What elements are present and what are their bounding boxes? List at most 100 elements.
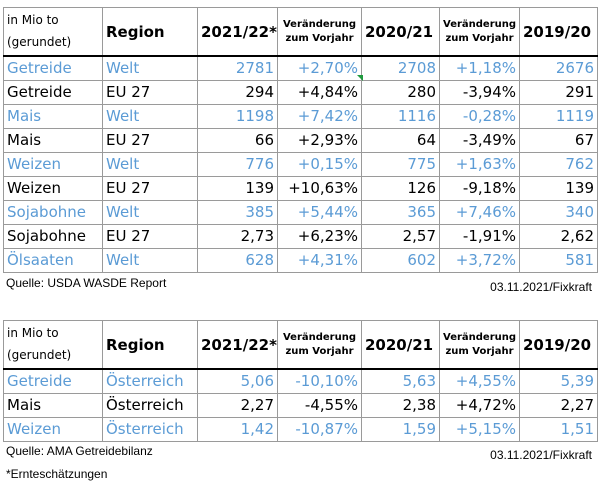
value-2021-22-cell: 1198 [197,104,278,129]
value-2020-21-cell: 365 [361,200,440,225]
value-2019-20-cell: 2676 [519,55,598,81]
crop-cell: Mais [3,104,103,129]
value-2019-20-cell: 67 [519,128,598,153]
value-2020-21-cell: 2708 [361,55,440,81]
value-2021-22-cell: 776 [197,152,278,177]
region-header: Region [102,320,198,370]
value-2019-20-cell: 581 [519,248,598,273]
value-2020-21-cell: 2,38 [361,393,440,418]
change-header-2: Veränderung zum Vorjahr [439,7,520,57]
crop-cell: Ölsaaten [3,248,103,273]
production-table-austria: in Mio to (gerundet) Region 2021/22* Verä… [3,320,598,442]
value-2020-21-cell: 1116 [361,104,440,129]
footnote-harvest-estimate: *Ernteschätzungen [6,467,108,481]
value-2020-21-cell: 602 [361,248,440,273]
change-2-cell: +1,18% [439,55,520,81]
change-1-cell: -10,87% [277,417,362,442]
year-2019-20-header: 2019/20 [519,320,598,370]
crop-cell: Weizen [3,152,103,177]
region-cell: EU 27 [102,80,198,105]
change-2-cell: -9,18% [439,176,520,201]
table-row: Mais Österreich 2,27 -4,55% 2,38 +4,72% 2,27 [3,393,598,418]
value-2021-22-cell: 5,06 [197,368,278,394]
value-2019-20-cell: 2,62 [519,224,598,249]
region-cell: EU 27 [102,224,198,249]
table-row: Getreide Welt 2781 +2,70% 2708 +1,18% 2676 [3,55,598,81]
value-2019-20-cell: 5,39 [519,368,598,394]
value-2019-20-cell: 291 [519,80,598,105]
change-1-cell: +2,93% [277,128,362,153]
value-2020-21-cell: 126 [361,176,440,201]
crop-cell: Getreide [3,80,103,105]
value-2020-21-cell: 775 [361,152,440,177]
change-2-cell: +7,46% [439,200,520,225]
crop-cell: Getreide [3,368,103,394]
table-row: Sojabohne Welt 385 +5,44% 365 +7,46% 340 [3,200,598,225]
region-cell: Österreich [102,417,198,442]
region-cell: Welt [102,200,198,225]
region-cell: Welt [102,55,198,81]
table-row: Weizen Welt 776 +0,15% 775 +1,63% 762 [3,152,598,177]
crop-cell: Getreide [3,55,103,81]
table-row: Ölsaaten Welt 628 +4,31% 602 +3,72% 581 [3,248,598,273]
value-2021-22-cell: 628 [197,248,278,273]
change-1-cell: +0,15% [277,152,362,177]
region-cell: Welt [102,104,198,129]
change-1-cell: -10,10% [277,368,362,394]
value-2021-22-cell: 2781 [197,55,278,81]
value-2020-21-cell: 64 [361,128,440,153]
value-2021-22-cell: 139 [197,176,278,201]
year-2019-20-header: 2019/20 [519,7,598,57]
change-2-cell: -3,49% [439,128,520,153]
value-2021-22-cell: 66 [197,128,278,153]
change-2-cell: +1,63% [439,152,520,177]
change-1-cell: +4,31% [277,248,362,273]
change-2-cell: -3,94% [439,80,520,105]
year-2021-22-header: 2021/22* [197,7,278,57]
production-table-world-eu: in Mio to (gerundet) Region 2021/22* Verä… [3,7,598,273]
value-2020-21-cell: 280 [361,80,440,105]
value-2021-22-cell: 294 [197,80,278,105]
table-header-row: in Mio to (gerundet) Region 2021/22* Verä… [3,320,598,370]
change-1-cell: +6,23% [277,224,362,249]
value-2019-20-cell: 340 [519,200,598,225]
change-2-cell: -0,28% [439,104,520,129]
table-row: Getreide EU 27 294 +4,84% 280 -3,94% 291 [3,80,598,105]
table-header-row: in Mio to (gerundet) Region 2021/22* Verä… [3,7,598,57]
crop-cell: Weizen [3,417,103,442]
date-note-2: 03.11.2021/Fixkraft [490,448,592,462]
change-1-cell: +10,63% [277,176,362,201]
value-2020-21-cell: 5,63 [361,368,440,394]
change-2-cell: +3,72% [439,248,520,273]
table-row: Mais EU 27 66 +2,93% 64 -3,49% 67 [3,128,598,153]
table-row: Weizen EU 27 139 +10,63% 126 -9,18% 139 [3,176,598,201]
table-row: Sojabohne EU 27 2,73 +6,23% 2,57 -1,91% 2,62 [3,224,598,249]
value-2021-22-cell: 385 [197,200,278,225]
table-row: Getreide Österreich 5,06 -10,10% 5,63 +4,55% 5… [3,368,598,394]
table-row: Weizen Österreich 1,42 -10,87% 1,59 +5,15% 1,5… [3,417,598,442]
change-2-cell: +4,55% [439,368,520,394]
year-2020-21-header: 2020/21 [361,7,440,57]
value-2020-21-cell: 1,59 [361,417,440,442]
value-2021-22-cell: 2,73 [197,224,278,249]
change-2-cell: +4,72% [439,393,520,418]
year-2020-21-header: 2020/21 [361,320,440,370]
unit-header: in Mio to (gerundet) [3,320,103,370]
date-note-1: 03.11.2021/Fixkraft [490,280,592,294]
region-cell: Welt [102,152,198,177]
change-1-cell: +5,44% [277,200,362,225]
change-header-1: Veränderung zum Vorjahr [277,7,362,57]
change-2-cell: +5,15% [439,417,520,442]
table-row: Mais Welt 1198 +7,42% 1116 -0,28% 1119 [3,104,598,129]
value-2021-22-cell: 2,27 [197,393,278,418]
change-header-1: Veränderung zum Vorjahr [277,320,362,370]
region-cell: EU 27 [102,128,198,153]
crop-cell: Sojabohne [3,224,103,249]
value-2019-20-cell: 762 [519,152,598,177]
change-header-2: Veränderung zum Vorjahr [439,320,520,370]
source-note-ama: Quelle: AMA Getreidebilanz [6,444,153,458]
value-2019-20-cell: 1119 [519,104,598,129]
region-header: Region [102,7,198,57]
value-2019-20-cell: 2,27 [519,393,598,418]
change-1-cell: +7,42% [277,104,362,129]
